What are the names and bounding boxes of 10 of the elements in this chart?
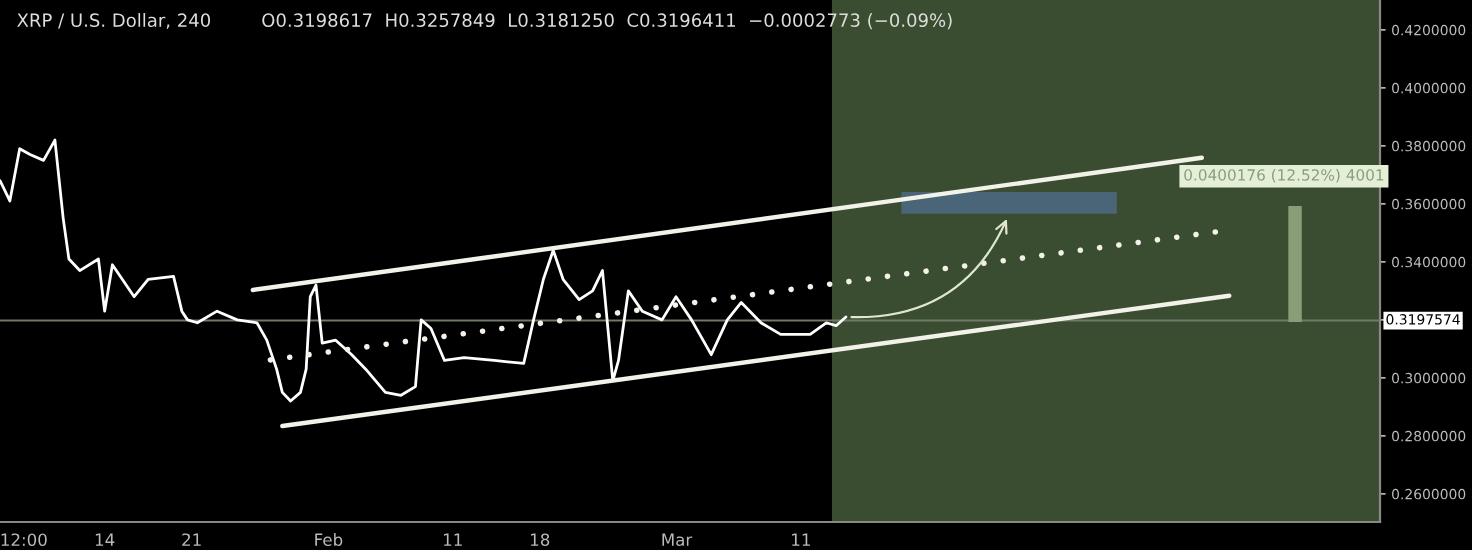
x-tick-label: Mar [662,533,693,547]
x-tick-label: 11 [443,533,462,546]
text: XRP / U.S. Dollar, 240 [17,13,211,29]
x-tick-label: 18 [531,533,550,547]
x-tick-label: 12:00 [1,533,47,547]
x-tick-label: 14 [95,533,115,546]
x-tick-label: 11 [792,533,810,546]
x-tick-label: 21 [182,533,201,546]
x-tick-label: Feb [315,533,343,547]
text: O0.3198617 H0.3257849 L0.3181250 C0.3196411 −0.0002773 (−0.09%) [262,13,952,30]
